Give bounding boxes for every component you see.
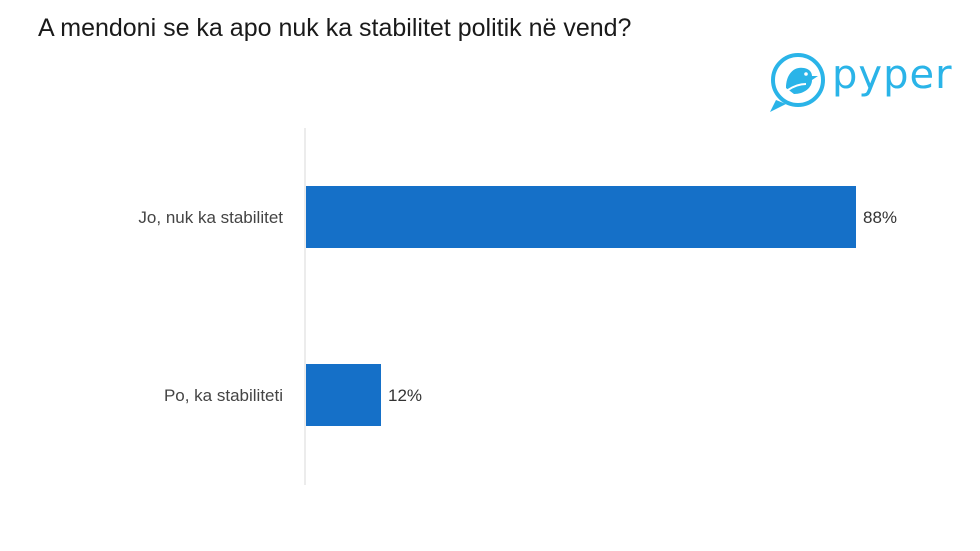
bar-0 [306,186,856,248]
chart-title: A mendoni se ka apo nuk ka stabilitet po… [38,14,632,42]
bird-icon [770,53,825,112]
bar-1 [306,364,381,426]
category-label-0: Jo, nuk ka stabilitet [138,208,283,227]
value-label-0: 88% [863,208,897,227]
pyper-logo: pyper [768,50,958,114]
value-label-1: 12% [388,386,422,405]
category-label-1: Po, ka stabiliteti [164,386,283,405]
logo-text: pyper [832,52,953,98]
